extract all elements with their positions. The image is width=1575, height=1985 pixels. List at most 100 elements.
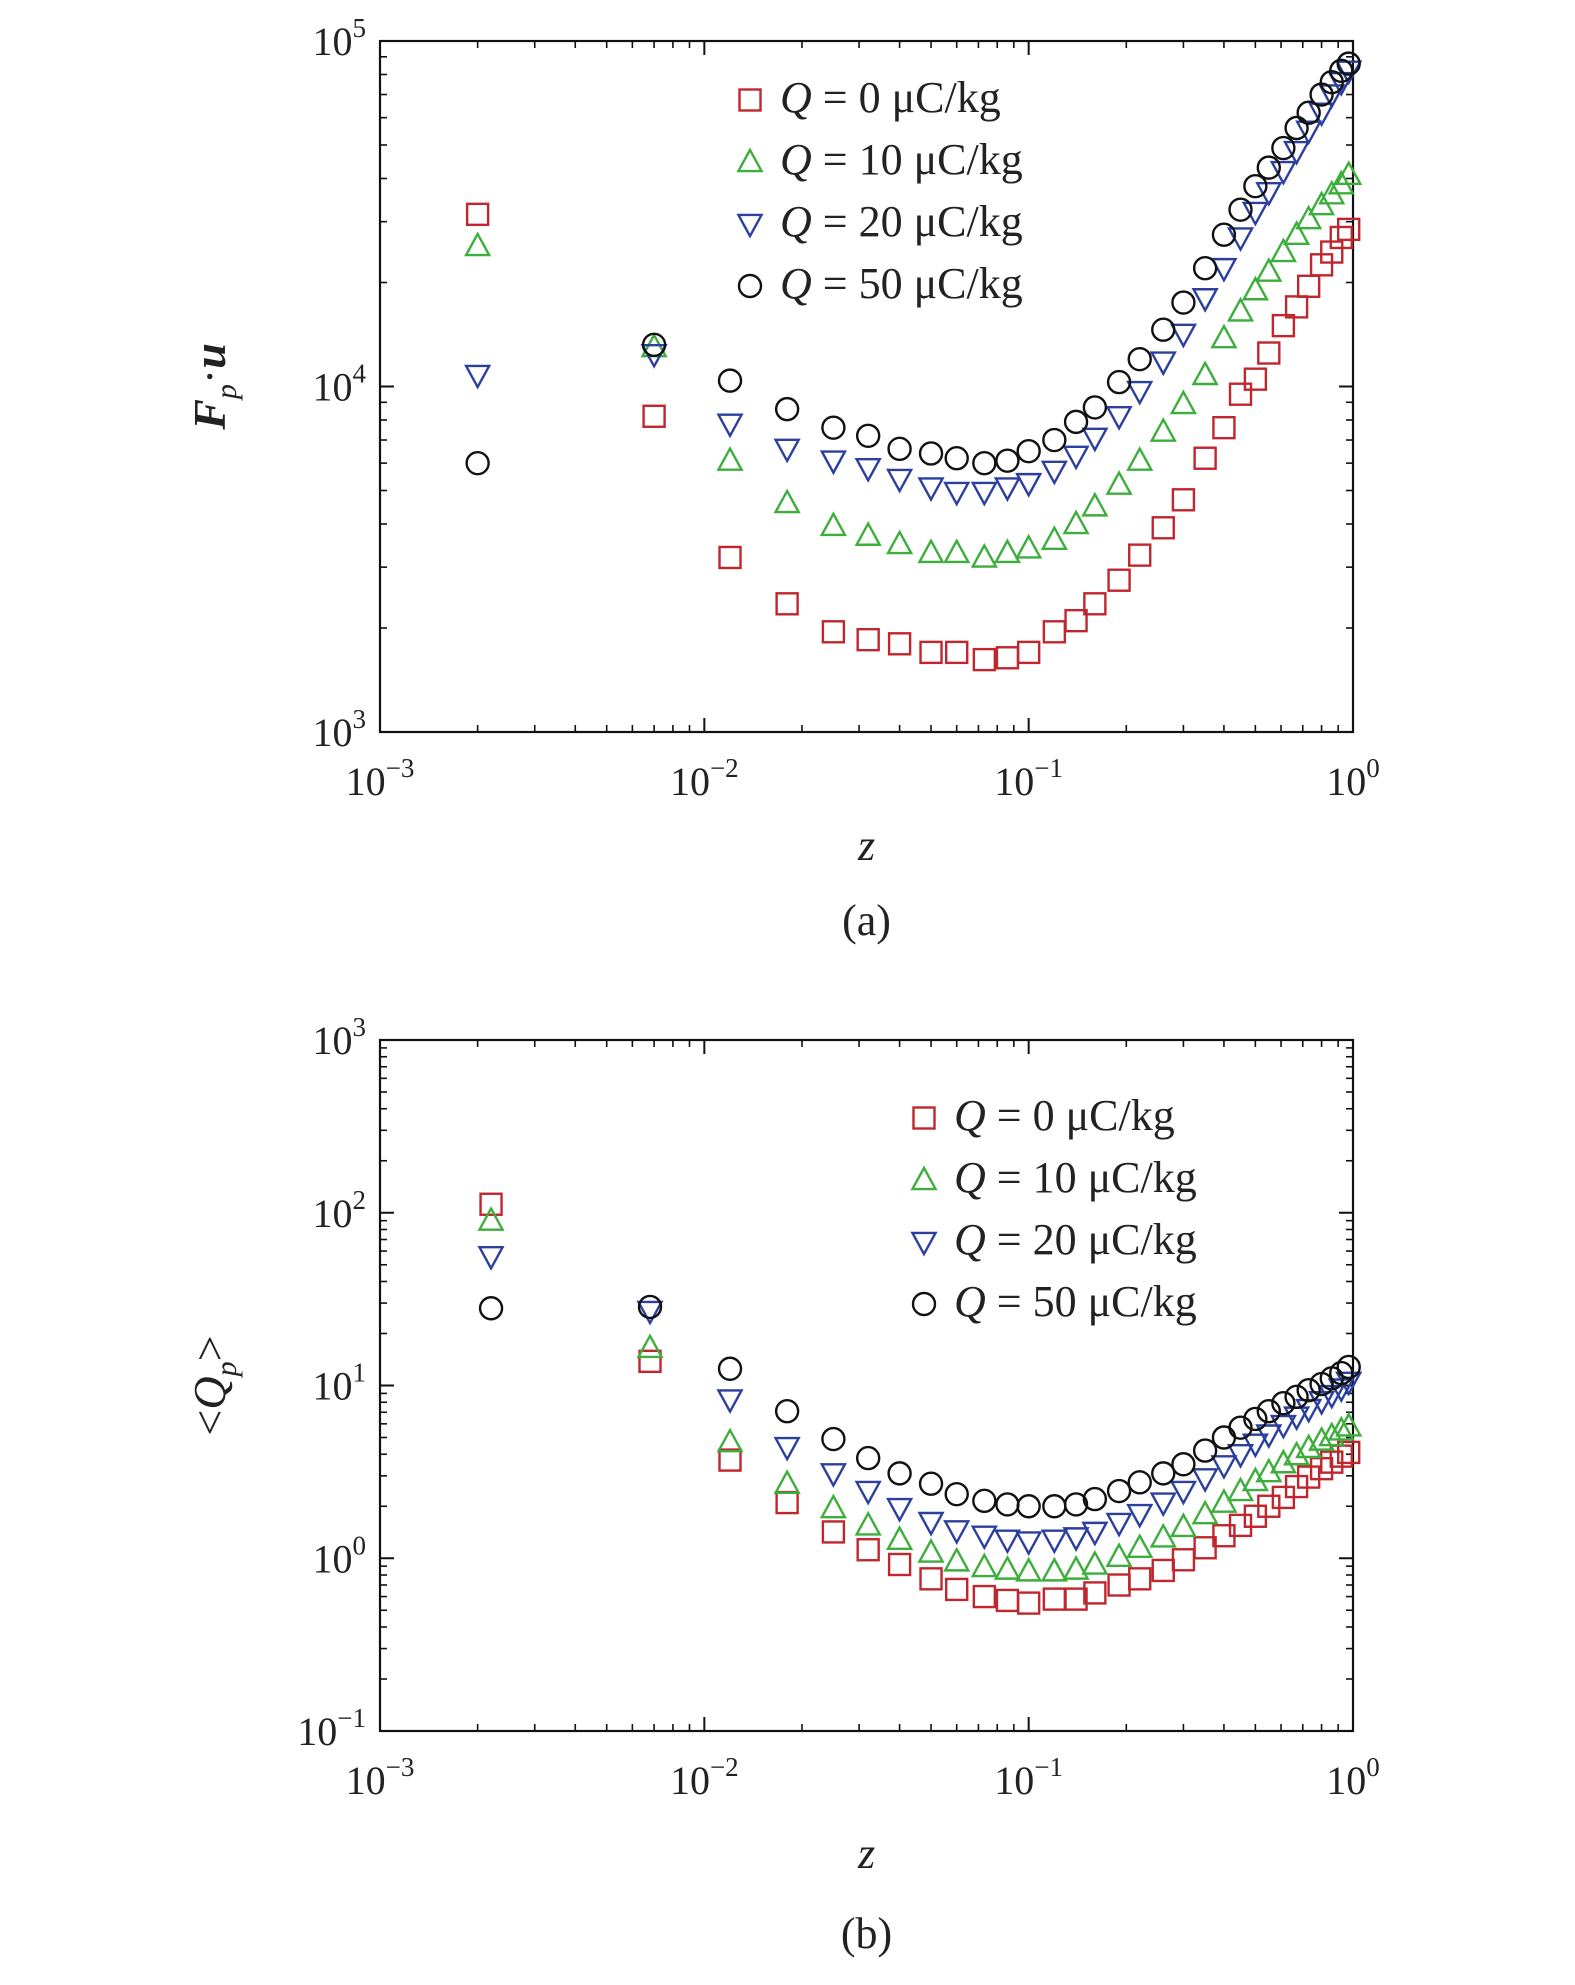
- data-point-triangle-up: [993, 1554, 1021, 1580]
- legend-label-rest: = 10 μC/kg: [812, 135, 1023, 184]
- data-point-circle: [1016, 438, 1041, 464]
- data-point-triangle-up: [636, 1333, 664, 1359]
- data-point-circle: [1171, 1452, 1196, 1477]
- data-point-circle: [1192, 1438, 1218, 1463]
- data-point-triangle-down: [1226, 1443, 1255, 1469]
- data-point-square: [1296, 1465, 1321, 1489]
- legend-marker-triangle-down: [736, 213, 764, 239]
- data-point-triangle-up: [477, 1206, 505, 1231]
- y-tick-label-exponent: 3: [353, 704, 367, 734]
- x-axis-label: z: [857, 1829, 875, 1878]
- y-axis-label-part: <: [184, 1410, 235, 1436]
- legend-label-rest: = 50 μC/kg: [986, 1277, 1197, 1326]
- legend-label-q: Q: [954, 1091, 986, 1140]
- y-axis-label-part: F: [184, 399, 235, 431]
- data-point-square: [821, 1520, 846, 1544]
- data-point-circle: [1336, 1354, 1361, 1380]
- data-point-square: [1107, 568, 1131, 592]
- data-point-triangle-down: [1269, 1414, 1297, 1440]
- x-tick-label-base: 10: [670, 1758, 710, 1803]
- legend-label-rest: = 10 μC/kg: [986, 1153, 1197, 1202]
- data-point-square: [1128, 1567, 1152, 1591]
- data-point-square: [1271, 313, 1296, 338]
- y-tick-label-base: 10: [313, 365, 353, 410]
- data-point-circle: [1063, 1492, 1089, 1517]
- y-tick-label: 104: [313, 359, 367, 410]
- data-point-square: [642, 404, 666, 428]
- data-point-square: [775, 1490, 799, 1515]
- x-tick-label-base: 10: [994, 1758, 1034, 1803]
- data-point-triangle-down: [1169, 323, 1197, 349]
- data-point-circle: [1329, 1360, 1354, 1386]
- data-point-square: [887, 632, 912, 656]
- x-tick-label-base: 10: [1326, 759, 1366, 804]
- data-point-triangle-up: [716, 446, 744, 471]
- data-point-square: [1171, 488, 1196, 512]
- legend-label-rest: = 20 μC/kg: [986, 1215, 1197, 1264]
- data-point-triangle-up: [1283, 220, 1311, 245]
- x-tick-label-exponent: −3: [386, 753, 415, 783]
- data-point-triangle-down: [1241, 201, 1269, 227]
- data-point-square: [1193, 1536, 1217, 1560]
- data-point-circle: [774, 1398, 800, 1424]
- series-2: [464, 60, 1363, 507]
- series-3: [465, 51, 1361, 476]
- data-point-square: [919, 640, 943, 665]
- legend-label: Q = 0 μC/kg: [780, 73, 1001, 122]
- y-tick-label-exponent: 0: [353, 1531, 367, 1561]
- data-point-triangle-down: [464, 364, 492, 390]
- legend: Q = 0 μC/kgQ = 10 μC/kgQ = 20 μC/kgQ = 5…: [736, 73, 1023, 308]
- data-point-circle: [774, 396, 800, 422]
- x-tick-label: 10−3: [346, 753, 415, 804]
- data-point-square: [1337, 217, 1361, 242]
- x-tick-label: 10−1: [994, 753, 1063, 804]
- data-point-triangle-down: [970, 481, 998, 507]
- data-point-triangle-up: [716, 1427, 744, 1453]
- data-point-square: [1128, 543, 1152, 567]
- x-tick-label-base: 10: [346, 759, 386, 804]
- data-point-triangle-down: [1226, 227, 1255, 253]
- legend-label: Q = 20 μC/kg: [954, 1215, 1197, 1264]
- legend-marker-square: [912, 1106, 936, 1130]
- data-point-triangle-up: [1335, 1411, 1363, 1437]
- data-point-triangle-up: [993, 538, 1021, 564]
- data-point-triangle-up: [1126, 1533, 1154, 1559]
- data-point-triangle-up: [1327, 1415, 1355, 1441]
- data-point-triangle-up: [1105, 470, 1133, 495]
- data-point-triangle-up: [1040, 1556, 1068, 1582]
- data-point-circle: [918, 441, 944, 466]
- legend-label-q: Q: [954, 1277, 986, 1326]
- y-tick-label: 10−1: [297, 1703, 366, 1754]
- data-point-square: [1193, 446, 1217, 470]
- data-point-triangle-up: [917, 538, 945, 564]
- data-point-triangle-down: [1307, 102, 1336, 128]
- y-tick-label-base: 10: [313, 710, 353, 755]
- legend-marker-circle: [737, 273, 763, 299]
- x-tick-label: 10−1: [994, 1752, 1063, 1803]
- data-point-triangle-up: [1062, 509, 1090, 535]
- data-point-square: [718, 545, 742, 570]
- data-point-circle: [944, 1481, 969, 1507]
- data-point-triangle-up: [1241, 275, 1269, 301]
- y-axis-label-subscript: p: [210, 384, 243, 401]
- y-axis-label: Fp·u: [184, 343, 243, 431]
- data-point-circle: [1256, 1398, 1281, 1424]
- legend: Q = 0 μC/kgQ = 10 μC/kgQ = 20 μC/kgQ = 5…: [910, 1091, 1197, 1326]
- x-tick-label: 100: [1326, 1752, 1380, 1803]
- legend-marker-triangle-down: [910, 1231, 938, 1257]
- legend-label-q: Q: [780, 73, 812, 122]
- data-point-circle: [465, 450, 490, 476]
- data-point-triangle-down: [1040, 1529, 1068, 1555]
- data-point-circle: [1284, 1384, 1309, 1410]
- data-point-triangle-down: [1040, 460, 1068, 486]
- data-point-circle: [1127, 346, 1152, 372]
- x-tick-label: 10−3: [346, 1752, 415, 1803]
- x-tick-label-exponent: −2: [710, 753, 739, 783]
- series-2: [477, 1245, 1363, 1557]
- data-point-triangle-up: [819, 1493, 847, 1519]
- x-tick-label: 10−2: [670, 1752, 739, 1803]
- data-point-triangle-up: [1081, 1549, 1109, 1575]
- x-tick-label-base: 10: [346, 1758, 386, 1803]
- data-point-square: [1016, 640, 1041, 665]
